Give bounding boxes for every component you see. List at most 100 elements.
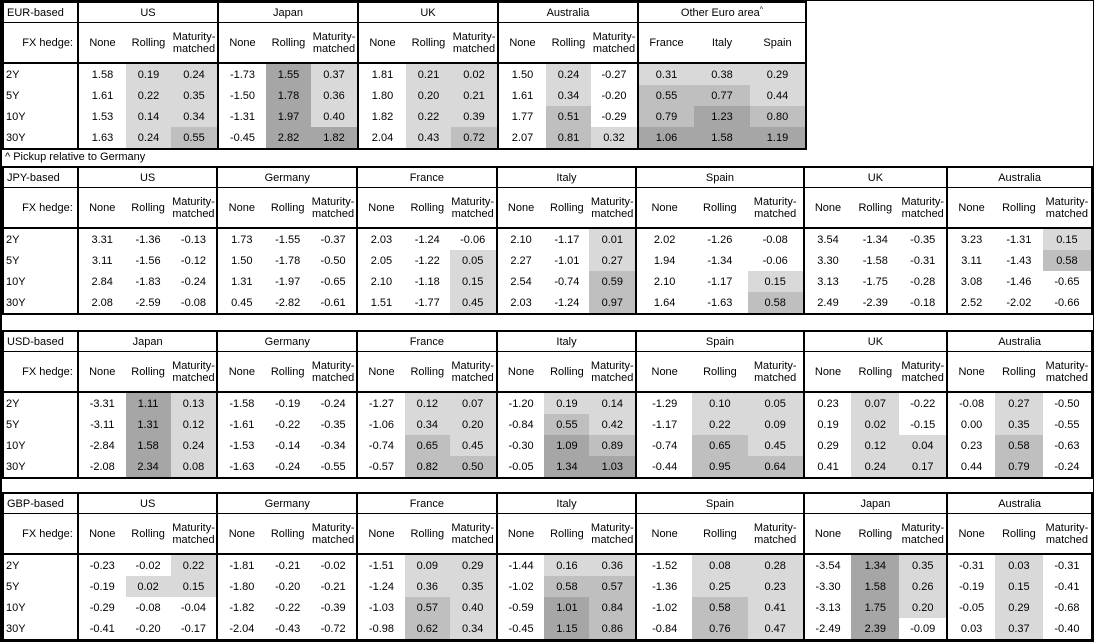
value-cell: 0.38: [694, 63, 750, 85]
value-cell: -1.36: [135, 233, 161, 246]
value-cell: 1.73: [216, 228, 266, 250]
value-cell: 0.15: [1042, 228, 1092, 250]
value-cell: 0.19: [544, 392, 590, 414]
value-cell: -1.51: [356, 554, 405, 576]
value-cell: -1.26: [707, 233, 733, 246]
value-cell: -1.53: [216, 435, 266, 456]
value-cell: 3.31: [76, 228, 126, 250]
hedge-col-header: Rolling: [125, 513, 171, 555]
value-cell: -0.24: [320, 397, 346, 410]
value-cell: -0.15: [910, 418, 936, 431]
value-cell: 0.35: [995, 414, 1043, 435]
tenor-label: 5Y: [6, 418, 20, 431]
tenor-label: 2Y: [6, 233, 20, 246]
value-cell: 0.41: [802, 456, 852, 478]
value-cell: -1.63: [707, 296, 733, 309]
spacer: [2, 315, 1093, 330]
hedge-col-header: Rolling: [995, 513, 1043, 555]
value-cell: -1.31: [1006, 233, 1032, 246]
value-cell: 2.10: [635, 271, 692, 292]
value-cell: 1.55: [266, 63, 311, 85]
value-cell: -1.20: [495, 392, 545, 414]
value-cell: 1.58: [851, 576, 900, 597]
value-cell: 2.49: [802, 292, 852, 314]
value-cell: -0.08: [180, 296, 206, 309]
value-cell: 0.19: [802, 414, 852, 435]
value-cell: 0.44: [750, 85, 806, 106]
tenor-label: 30Y: [6, 131, 26, 144]
value-cell: -0.08: [762, 233, 788, 246]
hedge-col-header: None: [635, 513, 692, 555]
table-jpy-based: JPY-based US Germany France Italy Spain UK Aust…: [2, 166, 1093, 315]
value-cell: 1.82: [311, 127, 358, 149]
value-cell: -1.80: [216, 576, 266, 597]
footnote-marker: ^: [759, 5, 764, 13]
value-cell: 2.52: [946, 292, 995, 314]
value-cell: 2.84: [76, 271, 126, 292]
value-cell: -0.50: [320, 254, 346, 267]
hedge-col-header: None: [356, 513, 405, 555]
value-cell: -1.24: [554, 296, 580, 309]
value-cell: 1.58: [694, 127, 750, 149]
value-cell: 0.39: [451, 106, 498, 127]
hedge-col-header: None: [76, 187, 126, 229]
fx-hedge-label: FX hedge:: [3, 351, 78, 393]
hedge-col-header: France: [637, 22, 694, 64]
value-cell: 2.07: [497, 127, 546, 149]
value-cell: 0.15: [170, 576, 218, 597]
country-header: UK: [357, 2, 498, 23]
value-cell: -0.12: [180, 254, 206, 267]
country-header: Germany: [216, 331, 358, 352]
value-cell: -1.22: [414, 254, 440, 267]
value-cell: 0.58: [544, 576, 590, 597]
value-cell: -1.50: [217, 85, 266, 106]
value-cell: 0.82: [404, 456, 450, 478]
country-header: US: [76, 493, 218, 514]
value-cell: 0.55: [637, 85, 694, 106]
value-cell: -3.31: [76, 392, 126, 414]
value-cell: 0.95: [692, 456, 748, 478]
tenor-label: 10Y: [6, 439, 26, 452]
hedge-col-header: None: [356, 351, 405, 393]
value-cell: 1.97: [266, 106, 311, 127]
value-cell: -0.30: [495, 435, 545, 456]
value-cell: 0.01: [589, 228, 637, 250]
value-cell: -2.08: [76, 456, 126, 478]
value-cell: 2.03: [356, 228, 405, 250]
value-cell: 0.20: [406, 85, 451, 106]
hedge-col-header: Rolling: [404, 513, 450, 555]
country-header: UK: [802, 331, 948, 352]
tenor-label: 5Y: [6, 254, 20, 267]
value-cell: -0.24: [1054, 460, 1080, 473]
value-cell: 1.61: [77, 85, 126, 106]
value-cell: 2.54: [495, 271, 545, 292]
value-cell: 0.40: [311, 106, 358, 127]
value-cell: -0.61: [320, 296, 346, 309]
value-cell: 0.51: [546, 106, 591, 127]
value-cell: 3.30: [802, 250, 852, 271]
tenor-label: 30Y: [6, 622, 26, 635]
value-cell: 0.29: [802, 435, 852, 456]
value-cell: -0.72: [320, 622, 346, 635]
value-cell: -0.21: [275, 559, 301, 572]
value-cell: 0.28: [747, 554, 804, 576]
value-cell: -1.73: [217, 63, 266, 85]
hedge-col-header: None: [495, 187, 545, 229]
tenor-label: 5Y: [6, 89, 20, 102]
value-cell: -0.05: [495, 456, 545, 478]
value-cell: 0.24: [170, 435, 218, 456]
tenor-label: 10Y: [6, 275, 26, 288]
value-cell: -3.11: [76, 414, 126, 435]
value-cell: 0.03: [995, 554, 1043, 576]
hedge-col-header: Maturity-matched: [170, 351, 218, 393]
footnote: ^ Pickup relative to Germany: [5, 151, 146, 163]
value-cell: -0.22: [275, 601, 301, 614]
value-cell: -2.49: [802, 618, 852, 640]
hedge-col-header: Maturity-matched: [451, 22, 498, 64]
value-cell: 0.16: [544, 554, 590, 576]
value-cell: -1.17: [554, 233, 580, 246]
table-usd-based: USD-based Japan Germany France Italy Spain UK A…: [2, 330, 1093, 479]
table-slot-usd: USD-based Japan Germany France Italy Spain UK A…: [2, 330, 1093, 479]
value-cell: -0.06: [460, 233, 486, 246]
value-cell: 0.21: [451, 85, 498, 106]
